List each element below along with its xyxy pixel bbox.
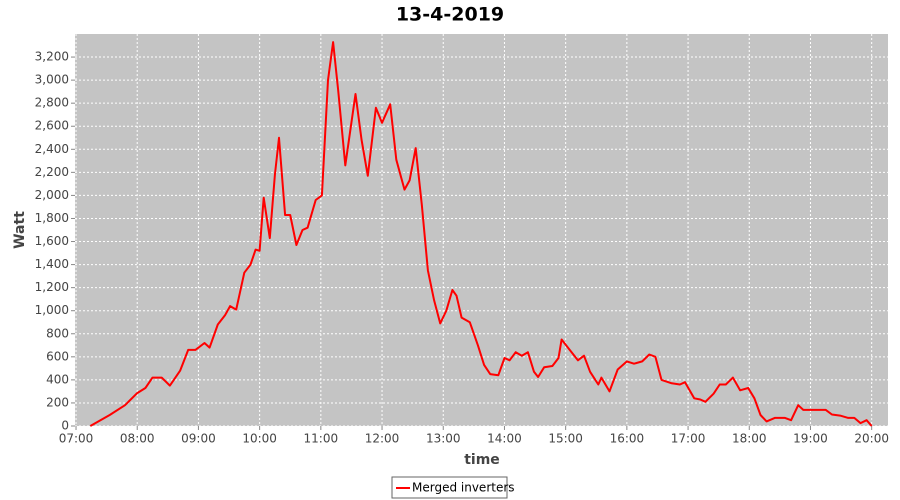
y-axis-label: Watt [12, 211, 28, 249]
chart-title: 13-4-2019 [396, 4, 504, 26]
y-tick-label: 2,600 [35, 119, 69, 133]
x-tick-label: 16:00 [610, 432, 645, 446]
y-tick-label: 3,000 [35, 73, 69, 87]
y-tick-label: 2,200 [35, 165, 69, 179]
data-line [89, 41, 873, 427]
y-tick-label: 1,600 [35, 234, 69, 248]
y-tick-label: 600 [46, 349, 69, 363]
y-tick-label: 2,400 [35, 142, 69, 156]
x-tick-label: 18:00 [732, 432, 767, 446]
x-tick-label: 15:00 [548, 432, 583, 446]
x-tick-label: 11:00 [304, 432, 339, 446]
plot-area [75, 34, 888, 426]
legend [391, 476, 508, 499]
y-tick-label: 200 [46, 395, 69, 409]
x-tick-label: 17:00 [671, 432, 706, 446]
y-tick-label: 400 [46, 372, 69, 386]
y-tick-label: 1,800 [35, 211, 69, 225]
x-tick-label: 10:00 [242, 432, 277, 446]
y-tick-label: 2,800 [35, 96, 69, 110]
y-tick-label: 2,000 [35, 188, 69, 202]
y-tick-label: 800 [46, 326, 69, 340]
y-tick-label: 1,400 [35, 257, 69, 271]
y-tick-label: 3,200 [35, 50, 69, 64]
y-tick-label: 1,000 [35, 303, 69, 317]
x-tick-label: 07:00 [59, 432, 94, 446]
x-tick-label: 13:00 [426, 432, 461, 446]
x-tick-label: 08:00 [120, 432, 155, 446]
x-tick-label: 09:00 [181, 432, 216, 446]
x-tick-label: 14:00 [487, 432, 522, 446]
x-axis-label: time [464, 452, 500, 468]
y-tick-label: 0 [61, 419, 69, 433]
legend-label: Merged inverters [412, 481, 515, 495]
x-tick-label: 20:00 [854, 432, 889, 446]
x-tick-label: 12:00 [365, 432, 400, 446]
x-tick-label: 19:00 [793, 432, 828, 446]
y-tick-label: 1,200 [35, 280, 69, 294]
